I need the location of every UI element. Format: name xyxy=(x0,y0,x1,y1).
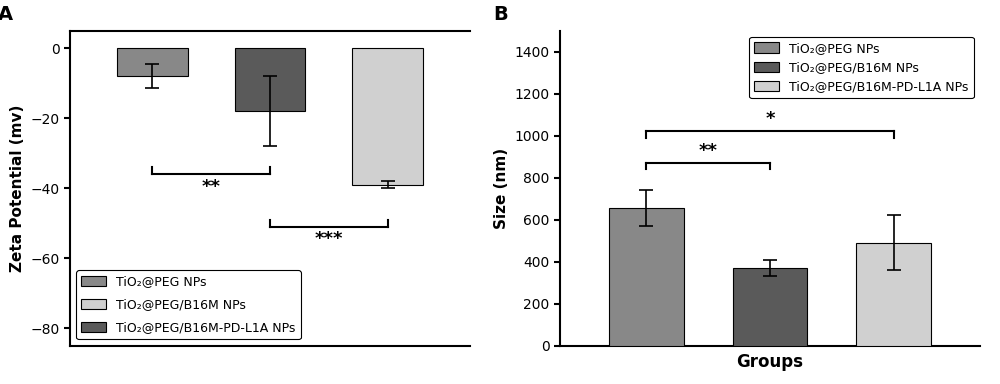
Bar xyxy=(609,208,684,346)
Legend: TiO₂@PEG NPs, TiO₂@PEG/B16M NPs, TiO₂@PEG/B16M-PD-L1A NPs: TiO₂@PEG NPs, TiO₂@PEG/B16M NPs, TiO₂@PE… xyxy=(749,37,974,98)
Text: **: ** xyxy=(699,142,718,160)
Text: *: * xyxy=(765,110,775,128)
Text: A: A xyxy=(0,5,13,25)
Y-axis label: Zeta Potential (mv): Zeta Potential (mv) xyxy=(10,104,25,272)
X-axis label: Groups: Groups xyxy=(736,353,804,371)
Bar xyxy=(352,48,423,185)
Y-axis label: Size (nm): Size (nm) xyxy=(494,147,509,229)
Text: B: B xyxy=(493,5,508,25)
Legend: TiO₂@PEG NPs, TiO₂@PEG/B16M NPs, TiO₂@PEG/B16M-PD-L1A NPs: TiO₂@PEG NPs, TiO₂@PEG/B16M NPs, TiO₂@PE… xyxy=(76,270,301,339)
Bar xyxy=(235,48,305,111)
Bar xyxy=(856,243,931,346)
Text: **: ** xyxy=(202,178,221,196)
Text: ***: *** xyxy=(315,230,343,248)
Bar xyxy=(117,48,188,76)
Bar xyxy=(733,268,807,346)
